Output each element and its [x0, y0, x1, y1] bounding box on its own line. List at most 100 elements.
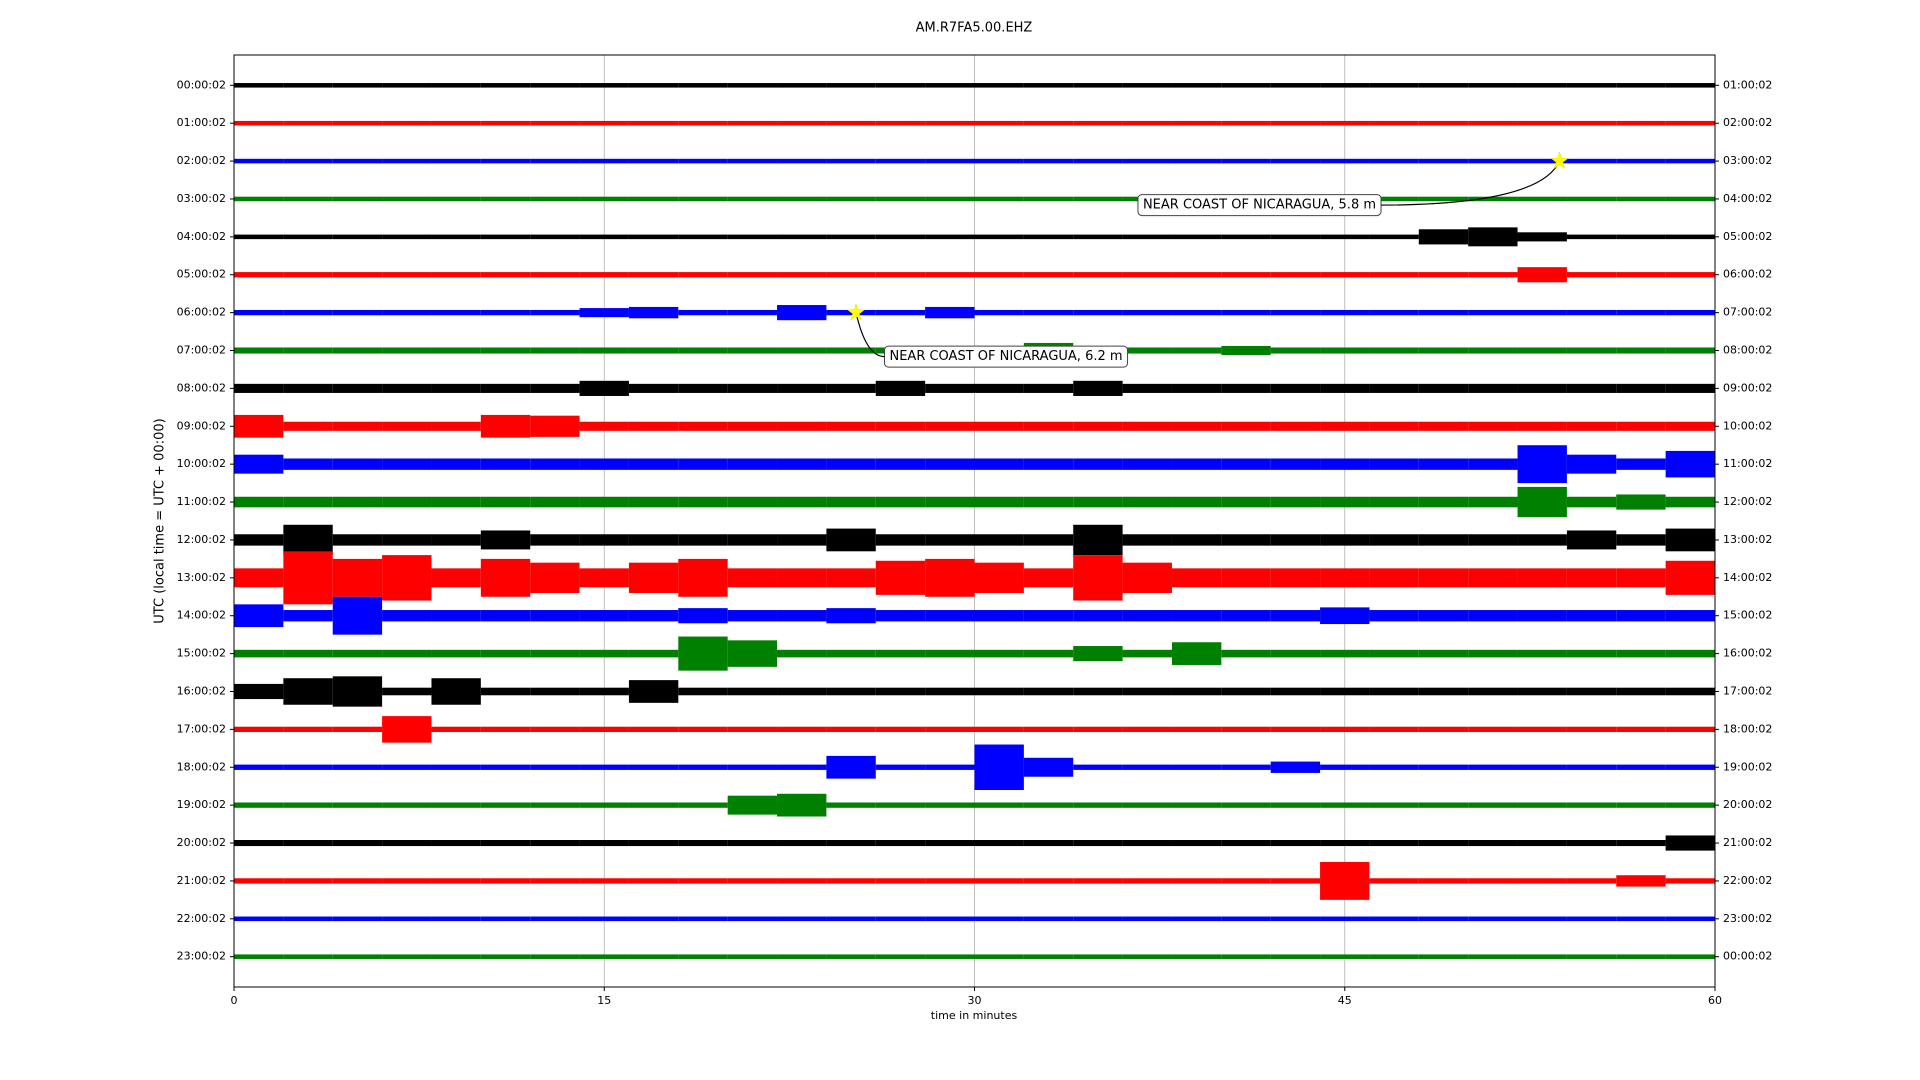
trace-segment [1171, 642, 1222, 665]
trace-segment [530, 272, 580, 278]
trace [234, 414, 1715, 438]
trace-segment [530, 916, 580, 922]
trace-segment [579, 840, 629, 847]
trace-segment [1616, 309, 1666, 316]
trace-segment [1369, 383, 1419, 393]
trace-segment [1221, 687, 1271, 696]
trace-segment [1418, 229, 1469, 245]
y2-tick-label: 16:00:02 [1723, 647, 1772, 660]
trace-segment [1320, 272, 1370, 278]
trace-segment [974, 726, 1024, 733]
trace-segment [678, 383, 728, 393]
trace-segment [579, 380, 629, 396]
trace-segment [530, 347, 580, 354]
trace-segment [1270, 120, 1321, 126]
y2-tick-label: 17:00:02 [1723, 684, 1772, 697]
trace-segment [1566, 802, 1617, 808]
trace-segment [1418, 840, 1469, 847]
annotation-text: NEAR COAST OF NICARAGUA, 5.8 m [1143, 198, 1376, 213]
trace-segment [925, 496, 975, 508]
trace-segment [628, 534, 679, 546]
trace-segment [1418, 954, 1469, 959]
trace-segment [1468, 347, 1518, 354]
y-tick-label: 09:00:02 [177, 419, 226, 432]
trace-segment [925, 764, 975, 770]
trace-segment [283, 234, 333, 240]
trace-segment [727, 916, 778, 922]
y2-tick-label: 10:00:02 [1723, 419, 1772, 432]
trace-segment [1122, 802, 1172, 808]
trace-segment [974, 649, 1024, 658]
trace-segment [1566, 272, 1617, 278]
trace-segment [1221, 916, 1271, 922]
trace-segment [1418, 309, 1469, 316]
trace-segment [1517, 421, 1567, 431]
trace-segment [628, 383, 679, 393]
trace [234, 835, 1715, 851]
trace-segment [1171, 840, 1222, 847]
trace-segment [1023, 383, 1074, 393]
trace-segment [382, 840, 432, 847]
trace-segment [1270, 309, 1321, 316]
trace-segment [1122, 83, 1172, 88]
trace-segment [727, 83, 778, 88]
trace-segment [530, 83, 580, 88]
trace-segment [1517, 878, 1567, 884]
trace-segment [1122, 347, 1172, 354]
trace-segment [1221, 458, 1271, 470]
y2-tick-label: 03:00:02 [1723, 154, 1772, 167]
trace-segment [727, 347, 778, 354]
trace-segment [382, 916, 432, 922]
trace-segment [1665, 272, 1715, 278]
trace-segment [826, 755, 876, 779]
trace-segment [1616, 954, 1666, 959]
trace-segment [480, 234, 531, 240]
trace-segment [974, 83, 1024, 88]
trace-segment [777, 793, 827, 817]
trace-segment [283, 383, 333, 393]
trace-segment [974, 802, 1024, 808]
trace-segment [382, 458, 432, 470]
trace-segment [777, 196, 827, 202]
trace-segment [875, 726, 926, 733]
trace-segment [1468, 120, 1518, 126]
trace-segment [875, 916, 926, 922]
trace-segment [727, 309, 778, 316]
trace-segment [1270, 83, 1321, 88]
trace-segment [777, 726, 827, 733]
trace-segment [678, 916, 728, 922]
trace-segment [431, 83, 481, 88]
trace-segment [727, 458, 778, 470]
trace-segment [628, 120, 679, 126]
trace-segment [826, 528, 876, 552]
trace-segment [1221, 120, 1271, 126]
trace-segment [431, 916, 481, 922]
trace-segment [974, 421, 1024, 431]
trace-segment [234, 954, 284, 959]
trace-segment [1171, 234, 1222, 240]
y2-tick-label: 09:00:02 [1723, 381, 1772, 394]
trace-segment [1221, 234, 1271, 240]
trace-segment [332, 726, 383, 733]
trace-segment [1023, 687, 1074, 696]
trace-segment [1122, 534, 1172, 546]
trace-segment [1616, 83, 1666, 88]
trace-segment [1221, 345, 1271, 356]
trace-segment [1270, 496, 1321, 508]
trace-segment [1171, 496, 1222, 508]
trace-segment [1270, 234, 1321, 240]
trace-segment [530, 610, 580, 622]
trace-segment [826, 458, 876, 470]
trace-segment [777, 158, 827, 164]
trace-segment [234, 196, 284, 202]
trace-segment [1616, 764, 1666, 770]
trace-segment [826, 120, 876, 126]
trace-segment [925, 383, 975, 393]
trace-segment [678, 636, 728, 671]
trace-segment [1665, 835, 1715, 851]
trace-segment [382, 534, 432, 546]
trace-segment [1320, 840, 1370, 847]
trace-segment [1418, 878, 1469, 884]
trace-segment [530, 649, 580, 658]
trace-segment [1221, 610, 1271, 622]
